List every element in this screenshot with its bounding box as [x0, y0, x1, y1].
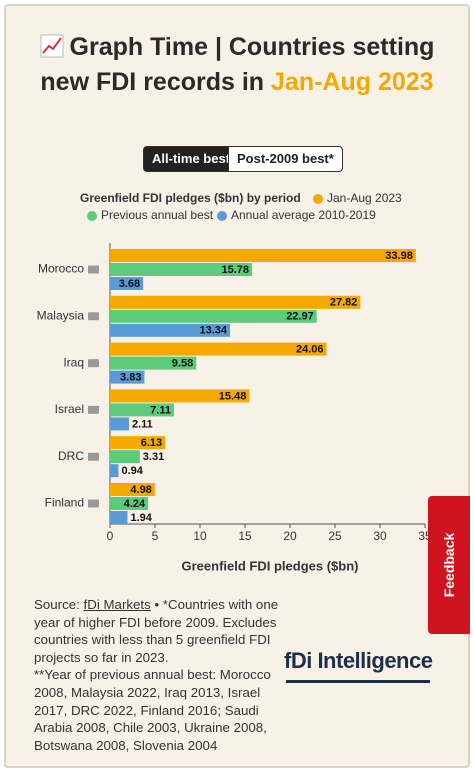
bar	[110, 464, 119, 478]
card	[4, 4, 470, 768]
source-note: Source: fDi Markets • *Countries with on…	[34, 596, 296, 754]
x-axis-title: Greenfield FDI pledges ($bn)	[182, 558, 359, 573]
data-label: 13.34	[200, 325, 228, 337]
flag-icon	[88, 265, 99, 274]
feedback-label[interactable]: Feedback	[441, 532, 457, 598]
feedback-tab[interactable]: Feedback	[428, 496, 470, 634]
data-label: 9.58	[172, 358, 193, 370]
data-label: 0.94	[121, 465, 143, 477]
bar	[110, 295, 361, 309]
bar	[110, 323, 231, 337]
bar	[110, 511, 128, 524]
logo-underline	[286, 680, 430, 683]
bar	[110, 417, 129, 431]
data-label: 24.06	[296, 344, 324, 356]
flag-icon	[88, 405, 99, 414]
bar	[110, 436, 166, 450]
data-label: 4.98	[130, 484, 151, 496]
legend-label: Annual average 2010-2019	[231, 208, 376, 222]
category-label: Morocco	[38, 262, 84, 276]
bar	[110, 277, 144, 290]
title-highlight: Jan-Aug 2023	[271, 68, 434, 96]
category-label: Malaysia	[37, 308, 85, 322]
source-footnote: **Year of previous annual best: Morocco …	[34, 667, 271, 753]
legend-swatch	[87, 211, 97, 221]
bar	[110, 389, 250, 403]
data-label: 3.31	[143, 451, 164, 463]
legend-title: Greenfield FDI pledges ($bn) by period	[80, 191, 301, 205]
flag-icon	[88, 312, 99, 321]
x-tick-label: 0	[107, 529, 114, 543]
x-tick-label: 15	[238, 529, 252, 543]
category-label: Finland	[45, 496, 84, 510]
bar	[110, 342, 327, 356]
title-text: Graph Time | Countries setting new FDI r…	[40, 33, 435, 96]
data-label: 4.24	[124, 498, 146, 510]
data-label: 2.11	[132, 418, 153, 430]
x-tick-label: 10	[193, 529, 207, 543]
data-label: 33.98	[385, 250, 413, 262]
data-label: 6.13	[141, 437, 162, 449]
data-label: 22.97	[286, 311, 314, 323]
x-tick-label: 30	[373, 529, 387, 543]
tab-button[interactable]: Post-2009 best*	[228, 146, 343, 172]
bar	[110, 370, 145, 384]
logo: fDi Intelligence	[284, 648, 433, 673]
chart-icon	[40, 34, 64, 58]
data-label: 27.82	[330, 297, 358, 309]
legend-swatch	[217, 211, 227, 221]
bar	[110, 263, 253, 276]
chart: Greenfield FDI pledges ($bn) by period G…	[37, 191, 432, 573]
source-prefix: Source:	[34, 597, 84, 612]
tab-button[interactable]: All-time best	[143, 146, 240, 172]
bar	[110, 450, 140, 464]
source-text: • *Countries with one year of higher FDI…	[34, 597, 279, 665]
flag-icon	[88, 452, 99, 461]
category-label: Israel	[55, 402, 84, 416]
data-label: 3.68	[119, 278, 140, 290]
bar	[110, 483, 155, 496]
legend-swatch	[313, 194, 323, 204]
flag-icon	[88, 499, 99, 508]
legend-label: Previous annual best	[101, 208, 214, 222]
legend-label: Jan-Aug 2023	[327, 191, 402, 205]
data-label: 15.78	[221, 264, 249, 276]
data-label: 15.48	[219, 390, 247, 402]
flag-icon	[88, 359, 99, 368]
bar	[110, 497, 149, 510]
source-link[interactable]: fDi Markets	[83, 597, 151, 612]
x-tick-label: 20	[283, 529, 297, 543]
category-label: Iraq	[63, 355, 84, 369]
title: Graph Time | Countries setting new FDI r…	[30, 30, 444, 100]
bar	[110, 249, 416, 262]
bar	[110, 356, 197, 370]
data-label: 1.94	[130, 512, 152, 524]
x-tick-label: 5	[152, 529, 159, 543]
data-label: 7.11	[150, 404, 171, 416]
bar	[110, 309, 317, 323]
data-label: 3.83	[120, 372, 141, 384]
x-tick-label: 25	[328, 529, 342, 543]
category-label: DRC	[58, 449, 84, 463]
bar	[110, 403, 174, 417]
